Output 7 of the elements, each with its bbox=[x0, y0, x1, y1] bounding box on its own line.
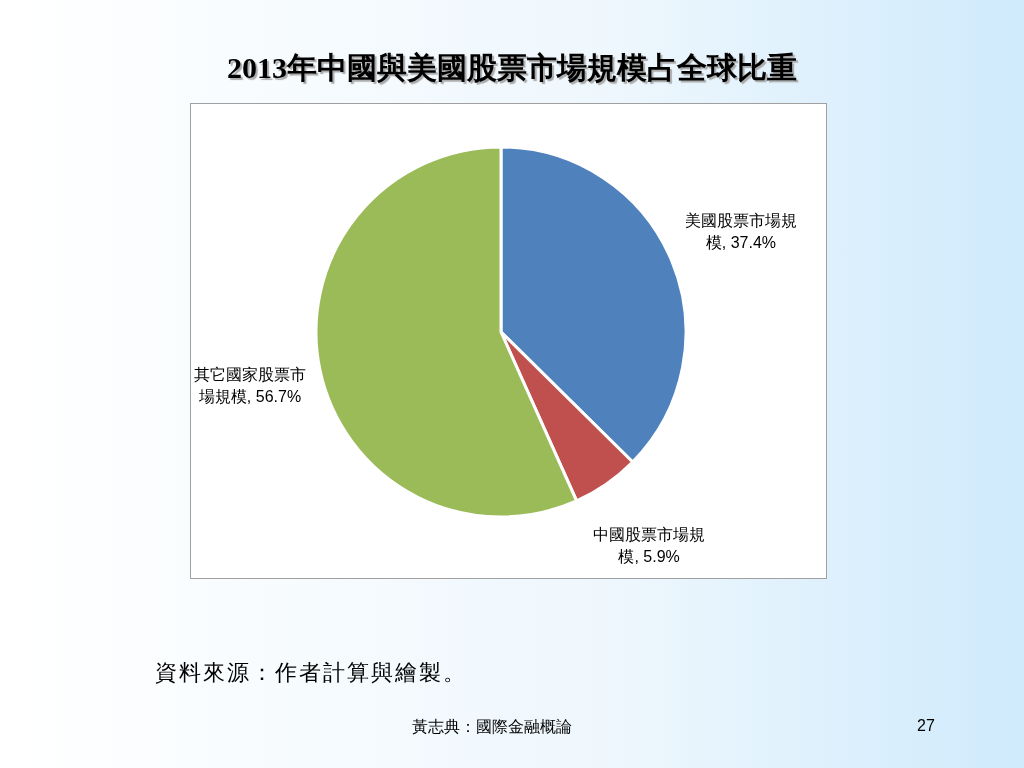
text: 黃志典：國際金融概論 bbox=[412, 717, 572, 737]
slice-label: 美國股票市場規模, 37.4% bbox=[683, 210, 798, 253]
text: 27 bbox=[917, 717, 935, 735]
slice-label: 中國股票市場規模, 5.9% bbox=[592, 524, 707, 567]
source-note: 資料來源：作者計算與繪製。 bbox=[155, 659, 467, 687]
chart-title: 2013年中國與美國股票市場規模占全球比重 bbox=[226, 50, 798, 86]
slice-label: 其它國家股票市場規模, 56.7% bbox=[193, 365, 307, 408]
